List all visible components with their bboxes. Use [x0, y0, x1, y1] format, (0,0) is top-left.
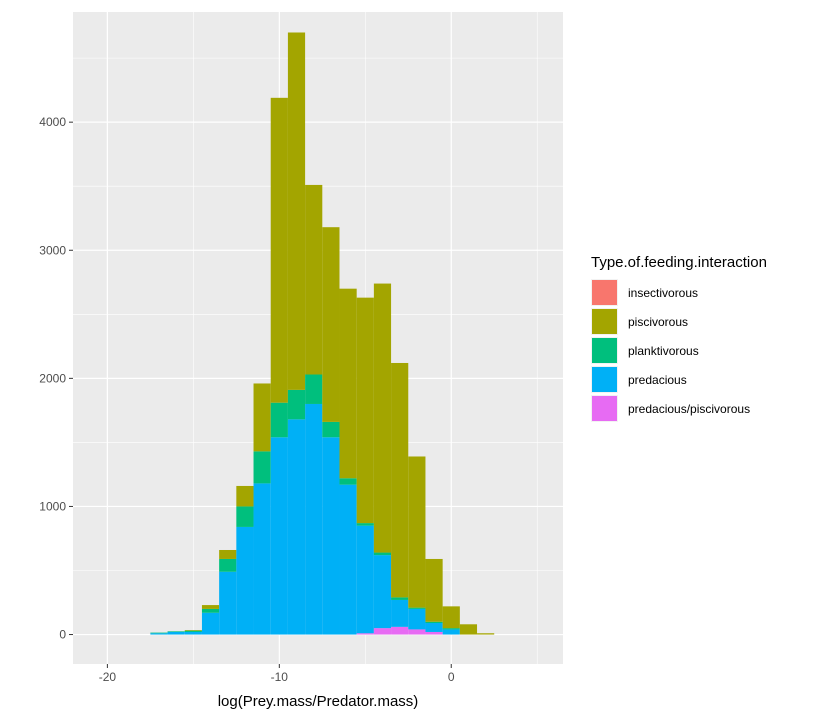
- x-axis: -20 -10 0: [99, 664, 455, 684]
- bar-segment-piscivorous: [236, 485, 254, 507]
- bar-segment-planktivorous: [442, 628, 460, 630]
- bar-segment-piscivorous: [270, 97, 288, 403]
- bar-segment-planktivorous: [322, 421, 340, 438]
- bar-segment-piscivorous: [459, 624, 478, 635]
- bar-segment-predacious: [305, 403, 323, 635]
- y-tick-label: 3000: [39, 243, 66, 257]
- legend-label: predacious/piscivorous: [628, 402, 750, 416]
- bar-segment-predacious-piscivorous: [425, 631, 443, 635]
- bar-segment-piscivorous: [287, 32, 306, 390]
- bar-segment-planktivorous: [270, 402, 288, 438]
- bar-segment-predacious: [219, 571, 237, 635]
- legend-swatch: [592, 367, 617, 392]
- bar-segment-predacious: [322, 437, 340, 635]
- bar-segment-piscivorous: [442, 606, 460, 629]
- legend-items: insectivorous piscivorous planktivorous pre…: [591, 279, 750, 422]
- x-tick-label: 0: [448, 670, 455, 684]
- y-tick-label: 1000: [39, 499, 66, 513]
- bar-segment-planktivorous: [391, 597, 409, 600]
- bar-segment-planktivorous: [305, 374, 323, 404]
- bar-segment-predacious: [408, 608, 426, 630]
- bar-segment-piscivorous: [305, 184, 323, 375]
- bar-segment-piscivorous: [219, 549, 237, 559]
- bar-segment-piscivorous: [339, 288, 357, 479]
- y-tick-label: 4000: [39, 115, 66, 129]
- y-axis: 0 1000 2000 3000 4000: [39, 115, 73, 642]
- bar-segment-predacious: [356, 525, 374, 634]
- x-tick-label: -20: [99, 670, 117, 684]
- bar-segment-planktivorous: [287, 389, 306, 420]
- bar-segment-piscivorous: [373, 283, 392, 553]
- bar-segment-piscivorous: [391, 362, 409, 598]
- legend-swatch: [592, 396, 617, 421]
- bar-segment-predacious-piscivorous: [373, 628, 392, 635]
- bar-segment-planktivorous: [253, 451, 271, 484]
- bar-segment-piscivorous: [425, 558, 443, 622]
- bar-segment-planktivorous: [408, 607, 426, 609]
- bar-segment-predacious: [253, 483, 271, 635]
- bar-segment-predacious: [442, 629, 460, 635]
- bar-segment-predacious: [391, 599, 409, 627]
- bar-segment-planktivorous: [150, 632, 168, 634]
- x-tick-label: -10: [271, 670, 289, 684]
- legend: Type.of.feeding.interaction insectivorou…: [591, 254, 767, 422]
- legend-label: predacious: [628, 373, 687, 387]
- bar-segment-piscivorous: [184, 630, 202, 631]
- legend-title: Type.of.feeding.interaction: [591, 254, 767, 271]
- bar-segment-piscivorous: [477, 633, 495, 635]
- y-tick-label: 0: [59, 628, 66, 642]
- legend-label: insectivorous: [628, 286, 698, 300]
- y-tick-label: 2000: [39, 371, 66, 385]
- bar-segment-predacious: [167, 631, 185, 635]
- bar-segment-predacious: [270, 437, 288, 635]
- bar-segment-planktivorous: [201, 608, 220, 613]
- bar-segment-planktivorous: [219, 558, 237, 572]
- bar-segment-predacious: [236, 526, 254, 635]
- bar-segment-predacious-piscivorous: [356, 633, 374, 635]
- bar-segment-planktivorous: [339, 478, 357, 485]
- bar-segment-piscivorous: [201, 605, 220, 609]
- bar-segment-predacious: [287, 419, 306, 635]
- x-axis-title: log(Prey.mass/Predator.mass): [218, 693, 419, 710]
- legend-label: piscivorous: [628, 315, 688, 329]
- bar-segment-piscivorous: [356, 297, 374, 524]
- bar-segment-piscivorous: [253, 383, 271, 452]
- bar-segment-planktivorous: [356, 523, 374, 526]
- legend-label: planktivorous: [628, 344, 699, 358]
- bar-segment-predacious-piscivorous: [391, 626, 409, 635]
- bar-segment-predacious: [373, 555, 392, 629]
- bar-segment-predacious: [425, 623, 443, 632]
- legend-swatch: [592, 338, 617, 363]
- bar-segment-predacious: [339, 484, 357, 635]
- bar-segment-piscivorous: [408, 456, 426, 608]
- bar-segment-predacious-piscivorous: [408, 629, 426, 635]
- bar-segment-predacious: [201, 612, 220, 635]
- bars-layer: [150, 32, 495, 635]
- legend-swatch: [592, 309, 617, 334]
- bar-segment-planktivorous: [236, 506, 254, 527]
- bar-segment-planktivorous: [184, 630, 202, 632]
- legend-swatch: [592, 280, 617, 305]
- bar-segment-piscivorous: [322, 227, 340, 422]
- bar-segment-predacious: [184, 631, 202, 635]
- bar-segment-planktivorous: [425, 621, 443, 624]
- bar-segment-predacious: [150, 633, 168, 635]
- bar-segment-planktivorous: [373, 552, 392, 556]
- bar-segment-planktivorous: [167, 631, 185, 632]
